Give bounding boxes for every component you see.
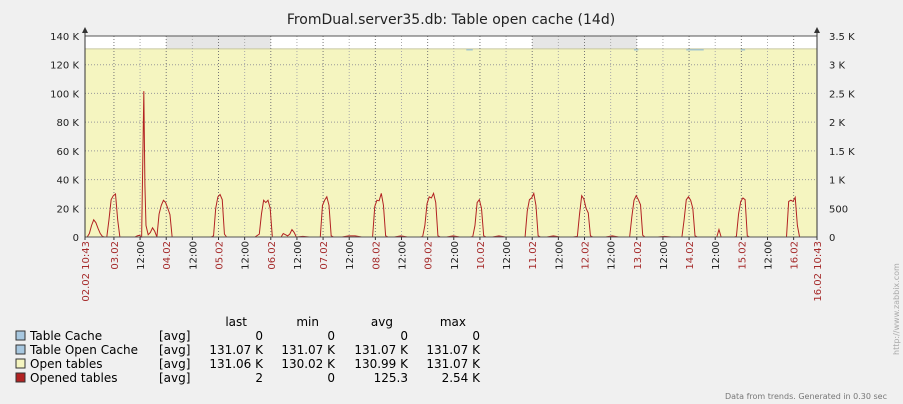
x-date-label: 14.02 <box>685 241 696 270</box>
x-hour-label: 12:00 <box>711 241 722 270</box>
legend-value-min: 131.07 K <box>281 343 336 357</box>
legend-value-last: 131.06 K <box>209 357 264 371</box>
x-date-label: 02.02 10:43 <box>81 241 92 302</box>
legend-value-avg: 131.07 K <box>354 343 409 357</box>
legend-value-min: 0 <box>327 371 335 385</box>
legend-series-name: Opened tables <box>30 371 118 385</box>
left-tick-labels: 0 20 K 40 K 60 K 80 K 100 K 120 K 140 K <box>50 32 79 244</box>
x-hour-label: 12:00 <box>554 241 565 270</box>
x-date-label: 12.02 <box>581 241 592 270</box>
legend-series-name: Table Open Cache <box>29 343 138 357</box>
legend-series-agg: [avg] <box>159 371 190 385</box>
x-date-label: 05.02 <box>215 241 226 270</box>
left-tick-label: 20 K <box>57 204 80 215</box>
legend-value-max: 0 <box>472 329 480 343</box>
legend-value-last: 131.07 K <box>209 343 264 357</box>
x-hour-label: 12:00 <box>293 241 304 270</box>
legend-series-name: Open tables <box>30 357 103 371</box>
x-hour-label: 12:00 <box>136 241 147 270</box>
right-tick-label: 1.5 K <box>829 147 855 158</box>
legend-value-avg: 0 <box>400 329 408 343</box>
left-tick-label: 40 K <box>57 176 80 187</box>
x-date-label: 10.02 <box>476 241 487 270</box>
legend-swatch <box>15 358 26 369</box>
left-tick-label: 80 K <box>57 118 80 129</box>
legend-series-agg: [avg] <box>159 343 190 357</box>
x-hour-label: 12:00 <box>764 241 775 270</box>
open-tables-area <box>85 48 817 237</box>
right-tick-label: 2 K <box>829 118 846 129</box>
left-tick-label: 60 K <box>57 147 80 158</box>
x-hour-label: 12:00 <box>398 241 409 270</box>
legend-value-min: 130.02 K <box>281 357 336 371</box>
right-axis-arrow-icon <box>814 27 820 33</box>
x-date-label: 09.02 <box>424 241 435 270</box>
grid-lines <box>85 35 817 237</box>
x-date-label: 16.02 10:43 <box>813 241 824 302</box>
right-tick-label: 0 <box>829 233 835 244</box>
legend-swatch <box>15 344 26 355</box>
x-date-label: 06.02 <box>267 241 278 270</box>
left-tick-label: 140 K <box>50 32 79 43</box>
legend-value-avg: 130.99 K <box>354 357 409 371</box>
plot-area <box>84 35 818 239</box>
x-hour-label: 12:00 <box>345 241 356 270</box>
x-date-label: 11.02 <box>528 241 539 270</box>
legend-series-agg: [avg] <box>159 357 190 371</box>
left-tick-label: 120 K <box>50 61 79 72</box>
right-tick-label: 3.5 K <box>829 32 855 43</box>
legend-value-max: 131.07 K <box>426 357 481 371</box>
x-date-label: 08.02 <box>371 241 382 270</box>
legend-value-max: 131.07 K <box>426 343 481 357</box>
x-hour-label: 12:00 <box>502 241 513 270</box>
x-hour-label: 12:00 <box>607 241 618 270</box>
right-tick-label: 500 <box>829 204 848 215</box>
opened-tables-line <box>85 91 817 239</box>
left-axis-arrow-icon <box>82 27 88 33</box>
zabbix-watermark: http://www.zabbix.com <box>892 263 901 355</box>
right-tick-label: 2.5 K <box>829 89 855 100</box>
x-hour-label: 12:00 <box>450 241 461 270</box>
right-tick-label: 3 K <box>829 61 846 72</box>
right-tick-label: 1 K <box>829 176 846 187</box>
left-tick-label: 0 <box>73 233 79 244</box>
left-axis <box>82 27 88 237</box>
x-date-label: 03.02 <box>110 241 121 270</box>
legend-value-min: 0 <box>327 329 335 343</box>
right-axis <box>814 27 820 237</box>
legend-series-name: Table Cache <box>29 329 102 343</box>
legend-header-max: max <box>440 315 466 329</box>
legend-value-last: 0 <box>255 329 263 343</box>
x-hour-label: 12:00 <box>188 241 199 270</box>
legend-value-avg: 125.3 <box>374 371 408 385</box>
generation-footer: Data from trends. Generated in 0.30 sec <box>725 392 887 401</box>
legend-series-agg: [avg] <box>159 329 190 343</box>
x-date-label: 15.02 <box>737 241 748 270</box>
legend-header-last: last <box>225 315 247 329</box>
legend-header-min: min <box>296 315 319 329</box>
legend: last min avg max Table Cache [avg] 0 0 0 0 Table O… <box>15 315 482 385</box>
x-hour-label: 12:00 <box>659 241 670 270</box>
legend-header-avg: avg <box>371 315 393 329</box>
legend-value-max: 2.54 K <box>442 371 482 385</box>
x-hour-label: 12:00 <box>241 241 252 270</box>
chart-title: FromDual.server35.db: Table open cache (… <box>287 12 615 28</box>
legend-value-last: 2 <box>255 371 263 385</box>
x-tick-labels: 02.02 10:43 03.02 04.02 05.02 06.02 07.02 08.0… <box>81 237 824 302</box>
x-date-label: 04.02 <box>162 241 173 270</box>
legend-swatch <box>15 330 26 341</box>
x-date-label: 13.02 <box>633 241 644 270</box>
x-date-label: 07.02 <box>319 241 330 270</box>
x-date-label: 16.02 <box>790 241 801 270</box>
legend-swatch <box>15 372 26 383</box>
left-tick-label: 100 K <box>50 89 79 100</box>
right-tick-labels: 0 500 1 K 1.5 K 2 K 2.5 K 3 K 3.5 K <box>829 32 855 244</box>
